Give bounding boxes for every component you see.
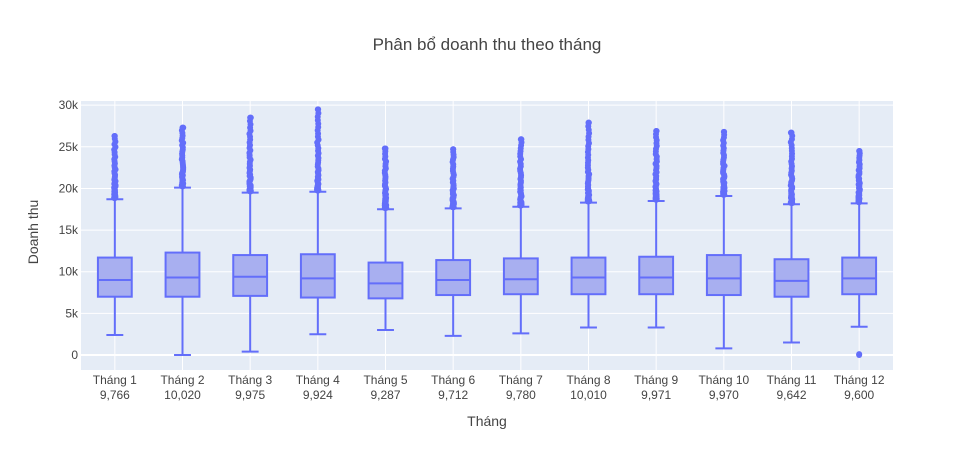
- box-4: [299, 106, 336, 336]
- outlier-point: [788, 129, 795, 136]
- outlier-point: [450, 146, 457, 153]
- x-tick-count: 9,971: [641, 388, 671, 402]
- boxes: [96, 106, 878, 359]
- x-tick-count: 9,924: [303, 388, 333, 402]
- iqr-box: [232, 254, 269, 297]
- y-axis-ticks: 0 5k 10k 15k 20k 25k 30k: [59, 98, 79, 362]
- box-1: [96, 132, 133, 337]
- outlier-point: [585, 119, 592, 126]
- x-tick-label: Tháng 5: [363, 373, 407, 387]
- outlier-point: [653, 127, 660, 134]
- x-tick-label: Tháng 1: [93, 373, 137, 387]
- x-tick-label: Tháng 10: [698, 373, 749, 387]
- iqr-box: [841, 256, 878, 296]
- box-5: [367, 145, 404, 332]
- x-tick-count: 10,010: [570, 388, 607, 402]
- x-tick-count: 10,020: [164, 388, 201, 402]
- outlier-point: [179, 124, 186, 131]
- x-tick-count: 9,642: [776, 388, 806, 402]
- x-axis-title: Tháng: [467, 413, 507, 429]
- x-tick-count: 9,766: [100, 388, 130, 402]
- outlier-point: [856, 352, 863, 359]
- outlier-point: [720, 128, 727, 135]
- x-tick-label: Tháng 6: [431, 373, 475, 387]
- iqr-box: [96, 256, 133, 298]
- outlier-point: [382, 145, 389, 152]
- box-3: [232, 114, 269, 353]
- y-tick-label: 5k: [65, 306, 79, 320]
- iqr-box: [435, 259, 472, 297]
- x-tick-count: 9,970: [709, 388, 739, 402]
- y-tick-label: 25k: [59, 140, 79, 154]
- iqr-box: [299, 253, 336, 299]
- x-tick-count: 9,287: [370, 388, 400, 402]
- box-12: [841, 147, 878, 359]
- chart-title: Phân bổ doanh thu theo tháng: [373, 35, 602, 54]
- outlier-point: [517, 136, 524, 143]
- y-axis-title: Doanh thu: [25, 200, 41, 265]
- iqr-box: [164, 251, 201, 298]
- x-tick-count: 9,780: [506, 388, 536, 402]
- box-6: [435, 146, 472, 337]
- box-8: [570, 119, 607, 329]
- box-2: [164, 124, 201, 357]
- outlier-point: [247, 114, 254, 121]
- y-tick-label: 20k: [59, 181, 79, 195]
- x-tick-label: Tháng 9: [634, 373, 678, 387]
- iqr-box: [570, 256, 607, 296]
- iqr-box: [367, 261, 404, 300]
- outlier-point: [314, 106, 321, 113]
- x-tick-count: 9,600: [844, 388, 874, 402]
- x-tick-label: Tháng 3: [228, 373, 272, 387]
- x-tick-label: Tháng 2: [160, 373, 204, 387]
- plot-area: [81, 101, 893, 370]
- x-tick-label: Tháng 7: [499, 373, 543, 387]
- x-tick-label: Tháng 4: [296, 373, 340, 387]
- box-7: [502, 136, 539, 335]
- y-tick-label: 10k: [59, 265, 79, 279]
- x-tick-count: 9,975: [235, 388, 265, 402]
- x-tick-count: 9,712: [438, 388, 468, 402]
- box-11: [773, 129, 810, 344]
- box-10: [705, 128, 742, 350]
- iqr-box: [502, 257, 539, 296]
- x-axis-ticks: Tháng 19,766 Tháng 210,020 Tháng 39,975 Thá…: [93, 373, 885, 402]
- iqr-box: [773, 258, 810, 298]
- box-9: [638, 127, 675, 329]
- outlier-point: [856, 147, 863, 154]
- x-tick-label: Tháng 12: [834, 373, 885, 387]
- y-tick-label: 15k: [59, 223, 79, 237]
- iqr-box: [705, 254, 742, 297]
- y-tick-label: 30k: [59, 98, 79, 112]
- outlier-point: [111, 132, 118, 139]
- x-tick-label: Tháng 8: [566, 373, 610, 387]
- x-tick-label: Tháng 11: [767, 373, 817, 387]
- y-tick-label: 0: [71, 348, 78, 362]
- iqr-box: [638, 255, 675, 296]
